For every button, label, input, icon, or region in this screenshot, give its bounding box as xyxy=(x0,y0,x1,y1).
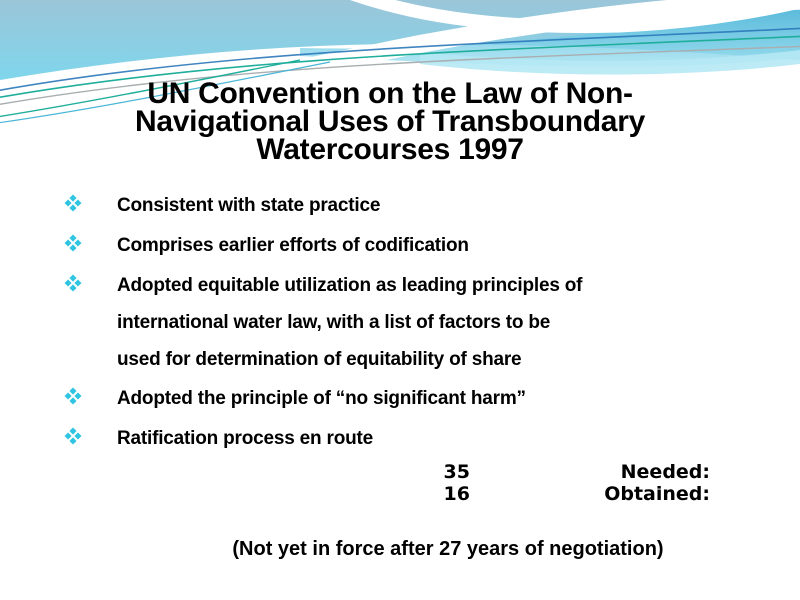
bullet-item-ratification: Ratification process en route xyxy=(64,420,785,457)
not-in-force-note: (Not yet in force after 27 years of nego… xyxy=(232,538,664,560)
stat-row-obtained: 16 Obtained: xyxy=(400,483,710,505)
stat-value-needed: 35 xyxy=(443,461,470,483)
bullet-text-line: Consistent with state practice xyxy=(117,195,381,216)
title-line-2: Navigational Uses of Transboundary xyxy=(135,105,645,138)
four-diamond-bullet-icon xyxy=(64,187,117,212)
slide-title: UN Convention on the Law of Non- Navigat… xyxy=(30,77,750,166)
bullet-item-codification: Comprises earlier efforts of codificatio… xyxy=(64,227,785,264)
bullet-text-line: international water law, with a list of … xyxy=(117,312,551,333)
four-diamond-bullet-icon xyxy=(64,267,117,292)
bullet-text-line: Adopted the principle of “no significant… xyxy=(117,388,526,409)
bullet-text-line: Adopted equitable utilization as leading… xyxy=(117,275,583,296)
wave-svg xyxy=(0,0,800,132)
title-line-1: UN Convention on the Law of Non- xyxy=(147,77,633,110)
ratification-stats: 35 Needed: 16 Obtained: xyxy=(400,461,710,505)
bullet-item-no-significant-harm: Adopted the principle of “no significant… xyxy=(64,380,785,417)
bullet-item-equitable-utilization: Adopted equitable utilization as leading… xyxy=(64,267,785,378)
bullet-text-line: used for determination of equitability o… xyxy=(117,349,522,370)
bullet-item-state-practice: Consistent with state practice xyxy=(64,187,785,224)
stat-label-needed: Needed: xyxy=(620,461,710,483)
four-diamond-bullet-icon xyxy=(64,380,117,405)
bullet-text-line: Ratification process en route xyxy=(117,428,374,449)
four-diamond-bullet-icon xyxy=(64,227,117,252)
four-diamond-bullet-icon xyxy=(64,420,117,445)
header-wave-graphic xyxy=(0,0,800,140)
title-line-3: Watercourses 1997 xyxy=(256,133,524,166)
stat-label-obtained: Obtained: xyxy=(604,483,710,505)
stat-row-needed: 35 Needed: xyxy=(400,461,710,483)
bullet-text-line: Comprises earlier efforts of codificatio… xyxy=(117,235,469,256)
stat-value-obtained: 16 xyxy=(443,483,470,505)
